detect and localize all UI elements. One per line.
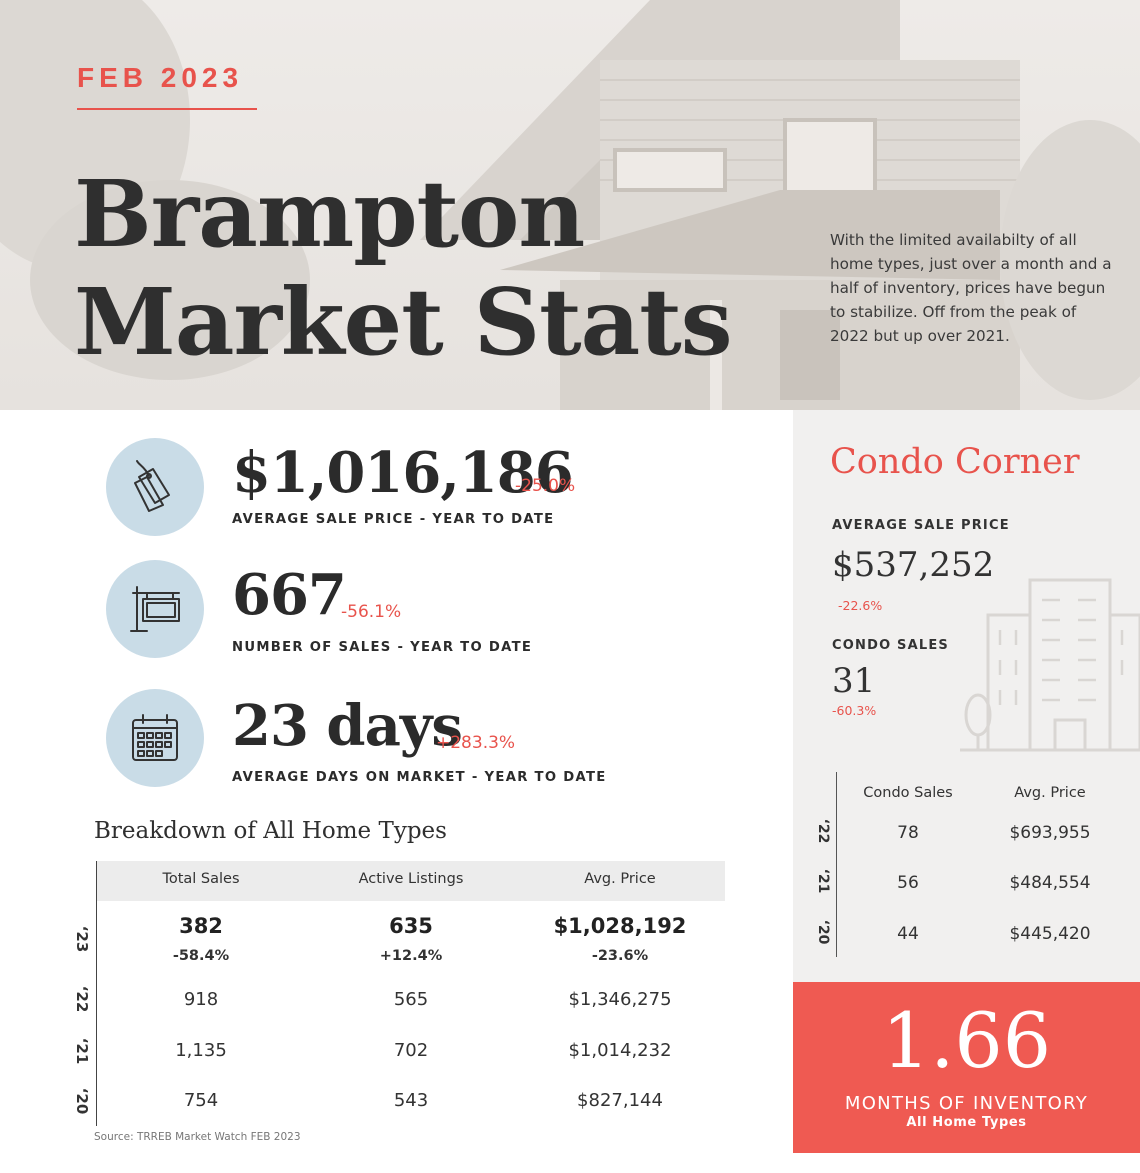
breakdown-title: Breakdown of All Home Types [94, 818, 447, 844]
stat-value: $1,016,186 [232, 440, 574, 506]
condo-header-sales: Condo Sales [863, 785, 953, 801]
table-cell: 565 [393, 989, 429, 1010]
table-cell: $693,955 [1009, 823, 1091, 843]
table-cell: $1,014,232 [568, 1040, 672, 1061]
table-cell: 635 [389, 914, 433, 938]
breakdown-header-total-sales: Total Sales [162, 871, 240, 887]
stat-change: -56.1% [341, 602, 402, 622]
stat-average-sale-price: $1,016,186 -25.0% AVERAGE SALE PRICE - Y… [106, 438, 766, 538]
page-title-line1: Brampton [74, 160, 585, 268]
stat-value: 667 [232, 562, 347, 628]
condo-sales-value: 31 [832, 661, 876, 701]
house-background-image [0, 0, 1140, 410]
stat-label: NUMBER OF SALES - YEAR TO DATE [232, 640, 533, 655]
page-title-line2: Market Stats [74, 268, 733, 376]
hero-banner: FEB 2023 Brampton Market Stats With the … [0, 0, 1140, 410]
table-cell: 56 [897, 873, 919, 893]
buildings-icon [960, 578, 1140, 752]
inventory-box [793, 982, 1140, 1153]
table-cell: 78 [897, 823, 919, 843]
condo-sales-change: -60.3% [832, 703, 877, 718]
price-tag-icon [106, 438, 204, 536]
breakdown-divider [96, 861, 97, 1126]
table-cell: 918 [183, 989, 219, 1010]
condo-sales-label: CONDO SALES [832, 638, 949, 653]
table-cell: $1,346,275 [568, 989, 672, 1010]
for-sale-sign-icon [106, 560, 204, 658]
stat-number-of-sales: 667 -56.1% NUMBER OF SALES - YEAR TO DAT… [106, 560, 766, 660]
breakdown-year-label: ‘23 [73, 925, 91, 953]
condo-header-avg-price: Avg. Price [1014, 785, 1086, 801]
condo-corner-panel [793, 410, 1140, 982]
condo-corner-title: Condo Corner [830, 442, 1080, 482]
condo-avg-price-change: -22.6% [838, 598, 883, 613]
date-underline [77, 108, 257, 110]
condo-avg-price-value: $537,252 [832, 545, 995, 585]
table-cell: $484,554 [1009, 873, 1091, 893]
report-date: FEB 2023 [77, 62, 244, 93]
table-cell: 702 [393, 1040, 429, 1061]
stat-days-on-market: 23 days +283.3% AVERAGE DAYS ON MARKET -… [106, 689, 766, 789]
stat-label: AVERAGE DAYS ON MARKET - YEAR TO DATE [232, 770, 607, 785]
page-title: Brampton Market Stats [74, 160, 733, 376]
inventory-value: 1.66 [881, 996, 1052, 1085]
table-cell: 382 [179, 914, 223, 938]
table-cell: 543 [393, 1090, 429, 1111]
table-cell-change: -58.4% [172, 948, 230, 964]
source-note: Source: TRREB Market Watch FEB 2023 [94, 1131, 301, 1143]
stat-label: AVERAGE SALE PRICE - YEAR TO DATE [232, 512, 555, 527]
breakdown-year-label: ‘21 [73, 1037, 91, 1065]
breakdown-header-active-listings: Active Listings [358, 871, 464, 887]
table-cell: 1,135 [175, 1040, 227, 1061]
table-cell: $1,028,192 [553, 914, 687, 938]
inventory-label: MONTHS OF INVENTORY [844, 1093, 1089, 1114]
condo-table-divider [836, 772, 837, 957]
stat-change: +283.3% [436, 733, 516, 753]
condo-avg-price-label: AVERAGE SALE PRICE [832, 518, 1010, 533]
inventory-sublabel: All Home Types [906, 1115, 1027, 1130]
table-cell-change: +12.4% [379, 948, 443, 964]
table-cell-change: -23.6% [591, 948, 649, 964]
stat-change: -25.0% [515, 476, 576, 496]
breakdown-year-label: ‘22 [73, 985, 91, 1013]
market-summary: With the limited availabilty of all home… [830, 231, 1112, 345]
calendar-icon [106, 689, 204, 787]
breakdown-year-label: ‘20 [73, 1087, 91, 1115]
stat-value: 23 days [232, 693, 463, 759]
table-cell: 44 [897, 924, 919, 944]
condo-year-label: ‘22 [815, 818, 831, 844]
table-cell: $827,144 [577, 1090, 663, 1111]
breakdown-header-row [97, 861, 725, 901]
table-cell: $445,420 [1009, 924, 1091, 944]
condo-year-label: ‘20 [815, 919, 831, 945]
table-cell: 754 [183, 1090, 219, 1111]
condo-year-label: ‘21 [815, 868, 831, 894]
breakdown-header-avg-price: Avg. Price [584, 871, 656, 887]
